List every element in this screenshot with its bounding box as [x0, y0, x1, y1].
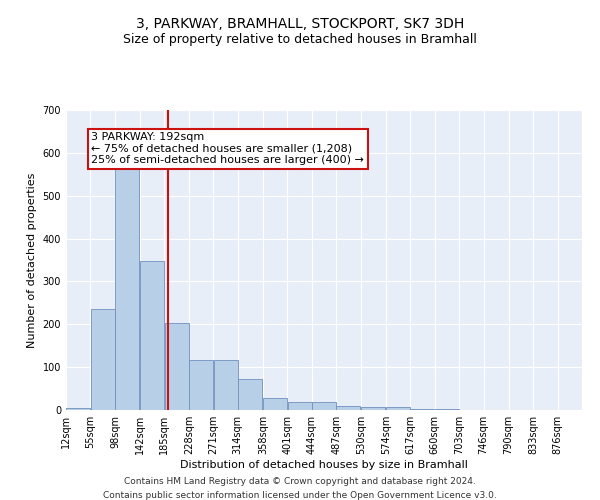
Y-axis label: Number of detached properties: Number of detached properties: [27, 172, 37, 348]
Bar: [189, 360, 213, 410]
Bar: [410, 409, 434, 410]
X-axis label: Distribution of detached houses by size in Bramhall: Distribution of detached houses by size …: [180, 460, 468, 470]
Text: Contains public sector information licensed under the Open Government Licence v3: Contains public sector information licen…: [103, 491, 497, 500]
Bar: [164, 323, 188, 410]
Bar: [337, 406, 361, 410]
Bar: [214, 360, 238, 410]
Bar: [140, 261, 164, 410]
Bar: [435, 409, 459, 410]
Text: 3 PARKWAY: 192sqm
← 75% of detached houses are smaller (1,208)
25% of semi-detac: 3 PARKWAY: 192sqm ← 75% of detached hous…: [91, 132, 364, 166]
Text: 3, PARKWAY, BRAMHALL, STOCKPORT, SK7 3DH: 3, PARKWAY, BRAMHALL, STOCKPORT, SK7 3DH: [136, 18, 464, 32]
Text: Size of property relative to detached houses in Bramhall: Size of property relative to detached ho…: [123, 32, 477, 46]
Bar: [238, 379, 262, 410]
Bar: [312, 402, 336, 410]
Bar: [386, 407, 410, 410]
Text: Contains HM Land Registry data © Crown copyright and database right 2024.: Contains HM Land Registry data © Crown c…: [124, 478, 476, 486]
Bar: [66, 408, 90, 410]
Bar: [361, 407, 385, 410]
Bar: [91, 310, 115, 410]
Bar: [287, 402, 311, 410]
Bar: [115, 160, 139, 410]
Bar: [263, 398, 287, 410]
